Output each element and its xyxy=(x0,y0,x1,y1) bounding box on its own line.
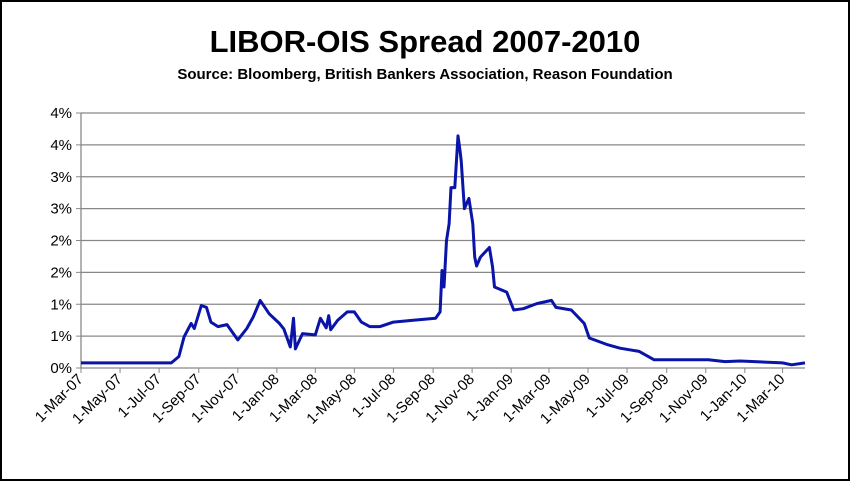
y-tick-label: 4% xyxy=(50,137,72,154)
chart-title: LIBOR-OIS Spread 2007-2010 xyxy=(209,24,641,59)
y-tick-label: 4% xyxy=(50,105,72,122)
y-tick-label: 2% xyxy=(50,233,72,250)
y-tick-label: 1% xyxy=(50,296,72,313)
y-tick-label: 1% xyxy=(50,328,72,345)
y-tick-label: 2% xyxy=(50,264,72,281)
series-line xyxy=(81,134,806,367)
y-tick-label: 3% xyxy=(50,201,72,218)
y-tick-label: 0% xyxy=(50,360,72,377)
y-tick-label: 3% xyxy=(50,169,72,186)
chart-subtitle: Source: Bloomberg, British Bankers Assoc… xyxy=(177,66,673,83)
